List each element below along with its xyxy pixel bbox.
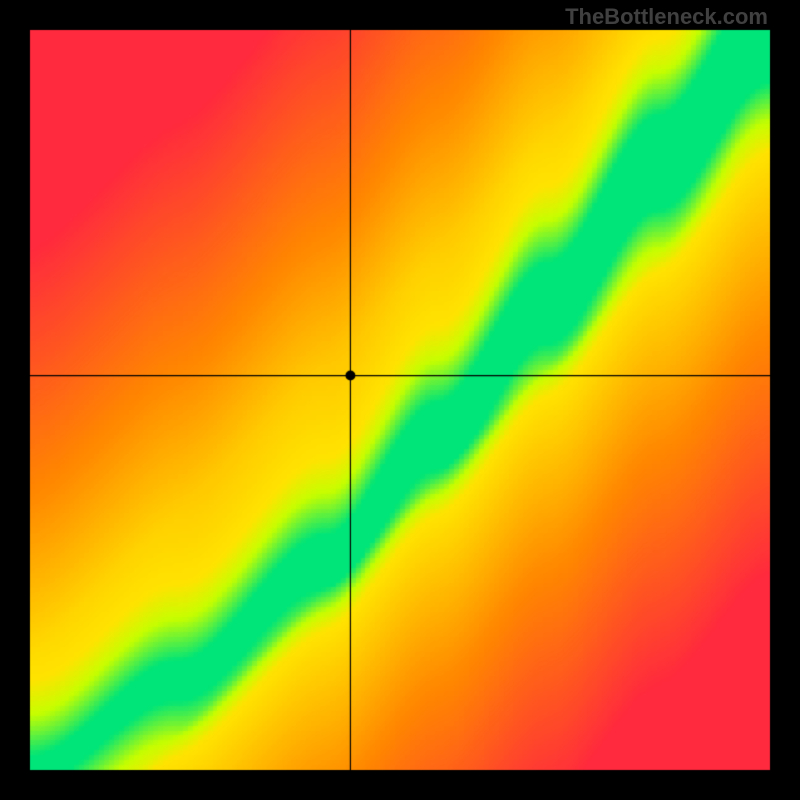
bottleneck-heatmap <box>0 0 800 800</box>
chart-container: TheBottleneck.com <box>0 0 800 800</box>
watermark-text: TheBottleneck.com <box>565 4 768 30</box>
